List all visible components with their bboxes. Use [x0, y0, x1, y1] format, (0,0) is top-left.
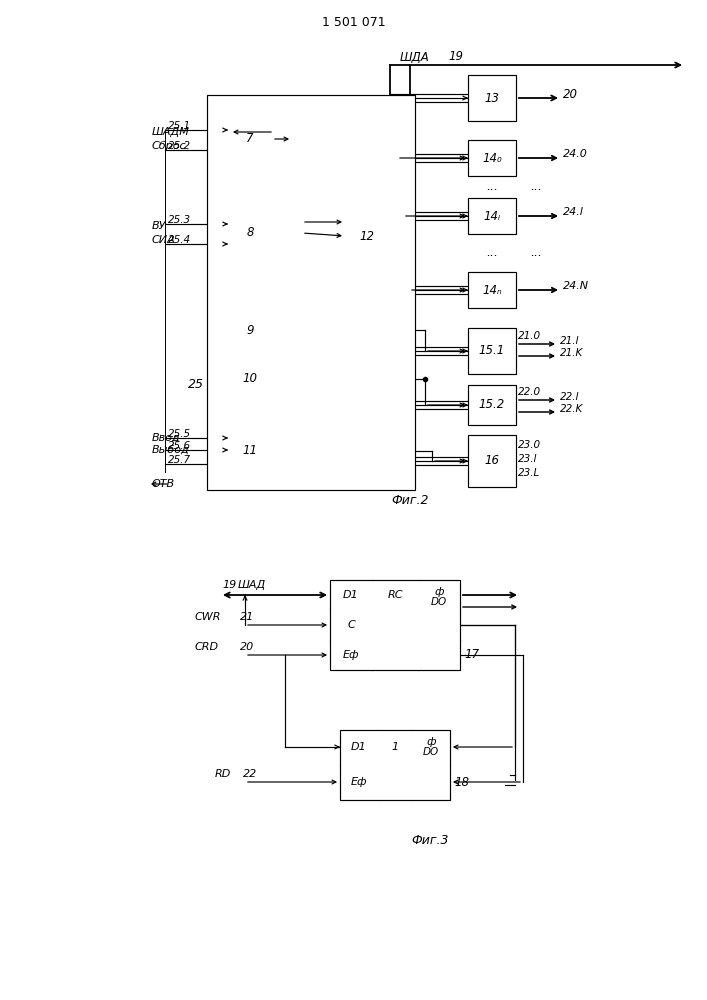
Text: 15.1: 15.1	[479, 344, 505, 358]
Text: ШАДМ: ШАДМ	[152, 127, 190, 137]
Bar	[340, 730, 450, 800]
Text: 25.1: 25.1	[168, 121, 191, 131]
Text: 12: 12	[359, 230, 375, 242]
Bar	[345, 210, 389, 262]
Text: 20: 20	[563, 88, 578, 101]
Text: 21.l: 21.l	[560, 336, 579, 346]
Bar	[468, 328, 516, 374]
Bar	[228, 310, 272, 350]
Text: ф: ф	[434, 587, 444, 597]
Text: 1: 1	[392, 742, 399, 752]
Text: DO: DO	[431, 597, 447, 607]
Text: ОТВ: ОТВ	[152, 479, 175, 489]
Text: СИА: СИА	[152, 235, 176, 245]
Text: 14₀: 14₀	[482, 151, 502, 164]
Text: 19: 19	[448, 50, 463, 64]
Bar	[228, 212, 272, 254]
Bar	[228, 430, 272, 472]
Text: 16: 16	[484, 454, 500, 468]
Text: D1: D1	[343, 590, 359, 600]
Bar	[207, 95, 415, 490]
Bar	[468, 75, 516, 121]
Text: 25: 25	[188, 377, 204, 390]
Text: Eф: Eф	[343, 650, 359, 660]
Text: Сброс: Сброс	[152, 141, 187, 151]
Text: 23.l: 23.l	[518, 454, 537, 464]
Text: 23.0: 23.0	[518, 440, 541, 450]
Text: 25.6: 25.6	[168, 441, 191, 451]
Text: RD: RD	[215, 769, 231, 779]
Text: ШДА: ШДА	[400, 50, 430, 64]
Text: 14ₗ: 14ₗ	[484, 210, 501, 223]
Text: CWR: CWR	[195, 612, 221, 622]
Bar	[468, 272, 516, 308]
Text: ф: ф	[426, 737, 436, 747]
Text: C: C	[347, 620, 355, 630]
Bar	[228, 118, 272, 160]
Text: 19: 19	[222, 580, 236, 590]
Text: Фиг.3: Фиг.3	[411, 834, 449, 846]
Text: 14ₙ: 14ₙ	[482, 284, 502, 296]
Text: 23.L: 23.L	[518, 468, 540, 478]
Text: 10: 10	[243, 372, 257, 385]
Text: DO: DO	[423, 747, 439, 757]
Text: 9: 9	[246, 324, 254, 336]
Text: 15.2: 15.2	[479, 398, 505, 412]
Text: 24.N: 24.N	[563, 281, 589, 291]
Bar	[468, 435, 516, 487]
Bar	[468, 140, 516, 176]
Text: 8: 8	[246, 227, 254, 239]
Text: 13: 13	[484, 92, 500, 104]
Text: 7: 7	[246, 132, 254, 145]
Text: 17: 17	[464, 648, 479, 662]
Bar	[228, 362, 272, 396]
Text: D1: D1	[351, 742, 367, 752]
Text: 22.0: 22.0	[518, 387, 541, 397]
Text: 11: 11	[243, 444, 257, 458]
Text: ...: ...	[486, 180, 498, 194]
Text: Фиг.2: Фиг.2	[391, 493, 428, 506]
Text: 22: 22	[243, 769, 257, 779]
Text: 21.0: 21.0	[518, 331, 541, 341]
Text: 20: 20	[240, 642, 255, 652]
Text: CRD: CRD	[195, 642, 219, 652]
Text: 22.K: 22.K	[560, 404, 583, 414]
Text: 22.l: 22.l	[560, 392, 579, 402]
Text: ШАД: ШАД	[238, 580, 267, 590]
Text: 24.l: 24.l	[563, 207, 584, 217]
Text: 25.2: 25.2	[168, 141, 191, 151]
Text: 25.5: 25.5	[168, 429, 191, 439]
Text: 21: 21	[240, 612, 255, 622]
Bar	[330, 580, 460, 670]
Text: Eф: Eф	[351, 777, 367, 787]
Bar	[468, 198, 516, 234]
Text: 25.7: 25.7	[168, 455, 191, 465]
Text: ...: ...	[530, 246, 542, 259]
Text: ...: ...	[486, 246, 498, 259]
Text: 18: 18	[454, 776, 469, 788]
Text: 21.K: 21.K	[560, 348, 583, 358]
Text: ...: ...	[530, 180, 542, 194]
Text: Выбод: Выбод	[152, 445, 189, 455]
Text: 25.4: 25.4	[168, 235, 191, 245]
Text: Ввод: Ввод	[152, 433, 180, 443]
Bar	[468, 385, 516, 425]
Text: ВУ: ВУ	[152, 221, 166, 231]
Text: 24.0: 24.0	[563, 149, 588, 159]
Text: RC: RC	[387, 590, 403, 600]
Text: 25.3: 25.3	[168, 215, 191, 225]
Text: 1 501 071: 1 501 071	[322, 15, 386, 28]
